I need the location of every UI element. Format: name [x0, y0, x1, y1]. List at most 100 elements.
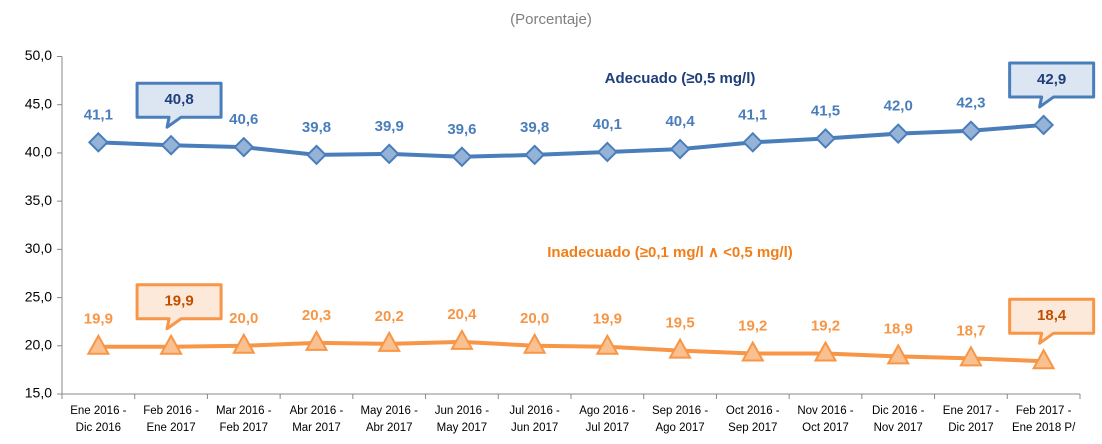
- data-label: 20,0: [520, 310, 549, 327]
- data-label: 39,6: [447, 121, 476, 138]
- marker: [669, 138, 691, 160]
- data-label: 40,1: [593, 116, 622, 133]
- data-label: 42,9: [1037, 71, 1066, 88]
- x-tick-label-line: Nov 2017: [874, 422, 923, 434]
- x-tick-label: Oct 2016 - Sep 2017: [726, 405, 780, 434]
- data-label: 39,8: [302, 119, 331, 136]
- data-label: 39,8: [520, 119, 549, 136]
- data-label: 19,9: [84, 311, 113, 328]
- x-tick-label-line: Ene 2016 -: [70, 405, 126, 417]
- x-tick-label: Ene 2017 - Dic 2017: [943, 405, 999, 434]
- x-tick-label: Jun 2016 - May 2017: [435, 405, 490, 434]
- x-tick-label: Feb 2017 - Ene 2018 P/: [1012, 405, 1076, 434]
- x-tick-label: Ago 2016 - Jul 2017: [579, 405, 635, 434]
- marker: [886, 343, 910, 365]
- series-line: [98, 339, 1044, 364]
- data-label: 18,4: [1037, 307, 1067, 324]
- data-label: 20,3: [302, 307, 331, 324]
- x-tick-label-line: Oct 2017: [802, 422, 849, 434]
- x-tick-label-line: Dic 2016: [76, 422, 121, 434]
- x-tick-label: Dic 2016 - Nov 2017: [872, 405, 925, 434]
- x-tick-label-line: Dic 2017: [948, 422, 993, 434]
- callout: [1008, 297, 1096, 345]
- y-tick-label: 45,0: [25, 95, 52, 111]
- data-label: 42,0: [884, 98, 913, 115]
- marker: [232, 332, 256, 354]
- marker: [813, 340, 838, 362]
- y-tick-label: 15,0: [25, 385, 52, 401]
- series-name: Adecuado (≥0,5 mg/l): [605, 70, 756, 87]
- data-label: 18,9: [884, 320, 913, 337]
- y-tick-label: 35,0: [25, 192, 52, 208]
- chart-subtitle: (Porcentaje): [510, 11, 592, 28]
- x-tick-label-line: Dic 2016 -: [872, 405, 925, 417]
- x-tick-label-line: Ago 2016 -: [579, 405, 635, 417]
- x-tick-label-line: Sep 2017: [728, 422, 777, 434]
- marker: [596, 141, 618, 163]
- marker: [306, 144, 327, 166]
- marker: [524, 144, 546, 166]
- x-tick-label-line: Jun 2017: [511, 422, 558, 434]
- y-tick-label: 40,0: [25, 144, 52, 160]
- x-tick-label: Nov 2016 - Oct 2017: [797, 405, 853, 434]
- x-tick-label: Sep 2016 - Ago 2017: [652, 405, 708, 434]
- marker: [233, 136, 255, 158]
- x-tick-label-line: Ene 2018 P/: [1012, 422, 1076, 434]
- x-tick-label-line: Ago 2017: [655, 422, 704, 434]
- marker: [522, 332, 547, 354]
- x-tick-label-line: May 2017: [437, 422, 488, 434]
- data-label: 39,9: [375, 118, 404, 135]
- x-tick-label: Jul 2016 - Jun 2017: [509, 405, 560, 434]
- data-label: 40,8: [164, 91, 193, 108]
- x-tick-label-line: Abr 2016 -: [290, 405, 344, 417]
- y-tick-label: 20,0: [25, 336, 52, 352]
- data-label: 19,2: [811, 317, 840, 334]
- marker: [595, 333, 620, 355]
- marker: [815, 128, 836, 149]
- data-label: 19,9: [593, 311, 622, 328]
- y-tick-label: 25,0: [25, 288, 52, 304]
- x-tick-label-line: Oct 2016 -: [726, 405, 780, 417]
- x-tick-label-line: Nov 2016 -: [797, 405, 853, 417]
- data-label: 20,0: [229, 310, 258, 327]
- data-label: 19,5: [665, 315, 694, 332]
- y-tick-label: 50,0: [25, 47, 52, 63]
- marker: [450, 328, 474, 350]
- marker: [959, 345, 983, 367]
- series-line: [98, 122, 1044, 159]
- marker: [378, 143, 400, 165]
- marker: [160, 134, 182, 156]
- x-tick-label-line: Sep 2016 -: [652, 405, 708, 417]
- callout: [135, 81, 223, 129]
- x-tick-label-line: Mar 2016 -: [216, 405, 272, 417]
- x-tick-label-line: Jul 2016 -: [509, 405, 560, 417]
- x-tick-label-line: Jun 2016 -: [435, 405, 490, 417]
- x-tick-label: Ene 2016 - Dic 2016: [70, 405, 126, 434]
- marker: [159, 333, 183, 355]
- marker: [1031, 348, 1056, 370]
- marker: [377, 330, 401, 352]
- data-label: 20,4: [447, 306, 477, 323]
- callout: [135, 283, 223, 331]
- x-tick-label: Feb 2016 - Ene 2017: [143, 405, 199, 434]
- x-tick-label-line: Abr 2017: [366, 422, 413, 434]
- x-tick-label-line: Ene 2017 -: [943, 405, 999, 417]
- series-name: Inadecuado (≥0,1 mg/l ∧ <0,5 mg/l): [547, 244, 793, 261]
- x-tick-label-line: Ene 2017: [146, 422, 195, 434]
- x-tick-label-line: May 2016 -: [360, 405, 418, 417]
- data-label: 41,1: [84, 106, 113, 123]
- data-label: 41,1: [738, 106, 767, 123]
- data-label: 40,4: [665, 113, 695, 130]
- x-tick-label-line: Feb 2017 -: [1016, 405, 1072, 417]
- data-label: 19,2: [738, 317, 767, 334]
- data-label: 20,2: [375, 308, 404, 325]
- x-tick-label: Mar 2016 - Feb 2017: [216, 405, 272, 434]
- marker: [960, 120, 982, 142]
- data-label: 18,7: [956, 322, 985, 339]
- x-tick-label-line: Mar 2017: [292, 422, 341, 434]
- marker: [668, 337, 692, 359]
- data-label: 41,5: [811, 102, 840, 119]
- x-tick-label-line: Feb 2016 -: [143, 405, 199, 417]
- marker: [887, 123, 909, 145]
